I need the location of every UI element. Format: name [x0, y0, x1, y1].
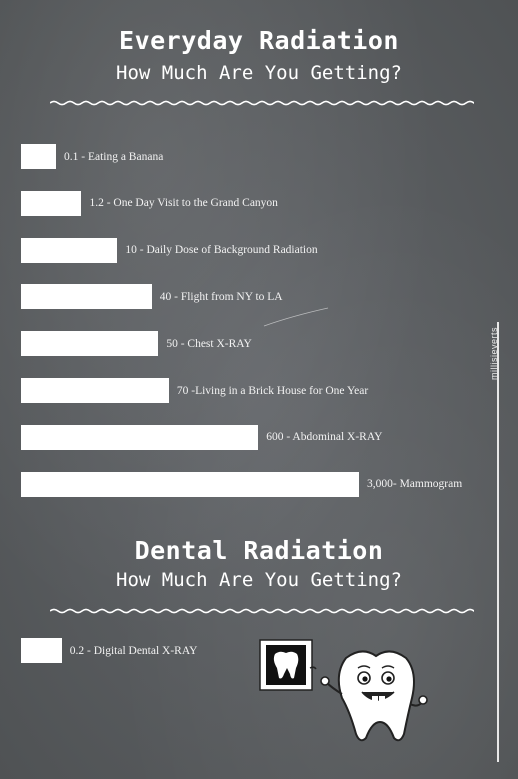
bar-5: [21, 331, 159, 357]
everyday-subtitle: How Much Are You Getting?: [116, 62, 402, 84]
bar-3: [21, 237, 118, 263]
tooth-mascot-icon: [320, 650, 428, 742]
bar-label-8: 3,000- Mammogram: [367, 478, 463, 491]
bar-7: [21, 424, 259, 450]
bar-6: [21, 378, 169, 403]
bar-label-2: 1.2 - One Day Visit to the Grand Canyon: [89, 197, 278, 210]
dental-subtitle: How Much Are You Getting?: [116, 569, 402, 591]
bar-1: [21, 144, 56, 169]
bar-2: [21, 190, 82, 216]
everyday-title: Everyday Radiation: [119, 26, 399, 55]
bar-4: [21, 284, 152, 310]
unit-watermark: millisieverts: [489, 326, 499, 380]
dental-title: Dental Radiation: [134, 536, 384, 565]
bar-label-5: 50 - Chest X-RAY: [166, 337, 252, 350]
bar-label-6: 70 -Living in a Brick House for One Year: [176, 384, 369, 397]
bar-label-3: 10 - Daily Dose of Background Radiation: [125, 244, 318, 257]
bar-label-4: 40 - Flight from NY to LA: [159, 290, 283, 303]
bar-label-7: 600 - Abdominal X-RAY: [266, 431, 383, 444]
bar-1: [21, 638, 62, 663]
tooth-xray-icon: [259, 639, 317, 691]
bar-8: [21, 471, 359, 497]
bar-label-1: 0.2 - Digital Dental X-RAY: [69, 644, 198, 657]
chalk-scratch: [263, 307, 329, 327]
wavy-divider-bottom: [50, 608, 474, 614]
wavy-divider-top: [50, 100, 474, 106]
vertical-divider-line: [497, 322, 499, 762]
bar-label-1: 0.1 - Eating a Banana: [63, 150, 164, 163]
